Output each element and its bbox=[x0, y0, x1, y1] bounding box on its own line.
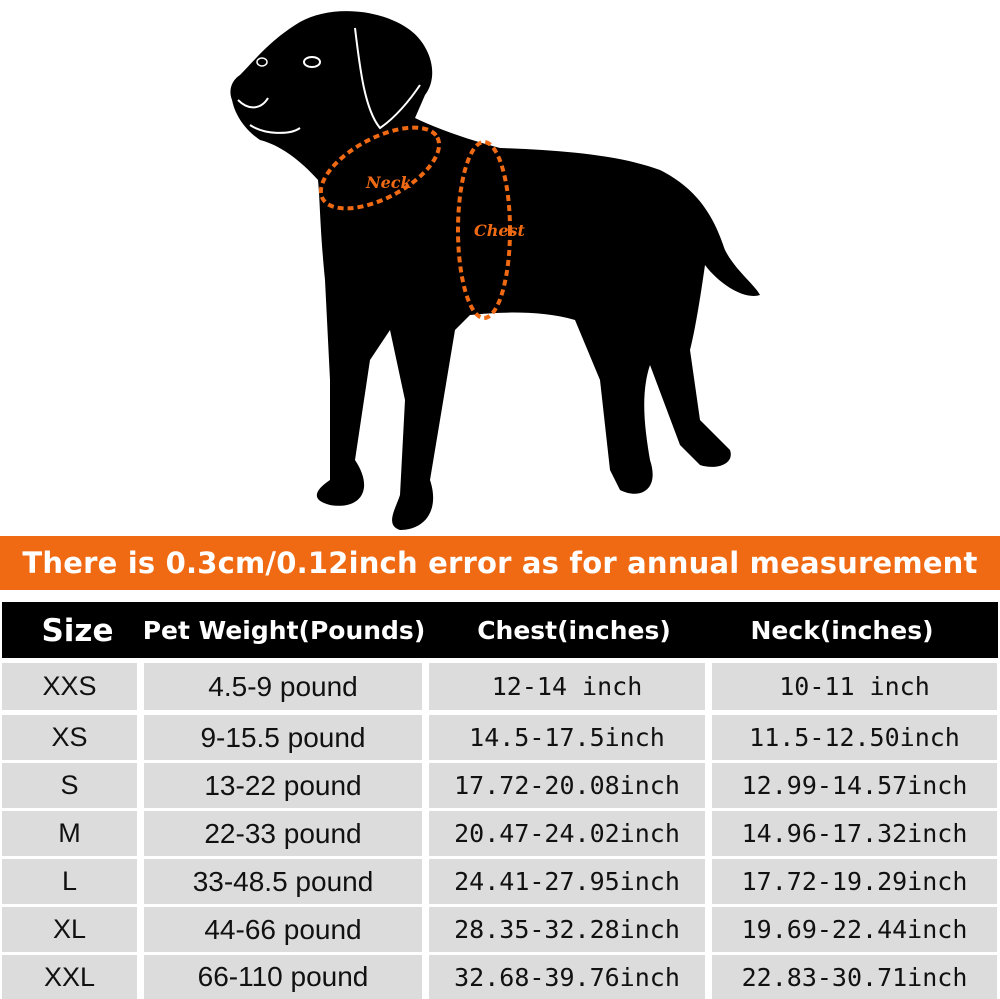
size-cell: XXL bbox=[2, 955, 137, 999]
header-chest: Chest(inches) bbox=[477, 616, 671, 645]
chest-cell: 28.35-32.28inch bbox=[429, 907, 705, 952]
table-row: XXL 66-110 pound 32.68-39.76inch 22.83-30.7… bbox=[0, 955, 1000, 999]
table-row: M 22-33 pound 20.47-24.02inch 14.96-17.32in… bbox=[0, 811, 1000, 856]
neck-cell: 12.99-14.57inch bbox=[712, 763, 997, 808]
chest-cell: 14.5-17.5inch bbox=[429, 715, 705, 760]
header-size: Size bbox=[41, 613, 114, 649]
table-header: Size Pet Weight(Pounds) Chest(inches) Ne… bbox=[2, 602, 998, 658]
neck-measure-loop bbox=[318, 125, 442, 211]
header-neck: Neck(inches) bbox=[750, 616, 934, 645]
size-cell: XS bbox=[2, 715, 137, 760]
neck-cell: 14.96-17.32inch bbox=[712, 811, 997, 856]
weight-cell: 33-48.5 pound bbox=[144, 859, 422, 904]
neck-cell: 22.83-30.71inch bbox=[712, 955, 997, 999]
chest-cell: 12-14 inch bbox=[429, 663, 705, 710]
weight-cell: 9-15.5 pound bbox=[144, 715, 422, 760]
neck-cell: 17.72-19.29inch bbox=[712, 859, 997, 904]
eye-far bbox=[256, 57, 268, 67]
eye bbox=[303, 56, 321, 68]
weight-cell: 4.5-9 pound bbox=[144, 663, 422, 710]
measurement-error-banner: There is 0.3cm/0.12inch error as for ann… bbox=[0, 536, 1000, 590]
size-cell: S bbox=[2, 763, 137, 808]
chest-measure-loop bbox=[456, 140, 512, 320]
size-cell: L bbox=[2, 859, 137, 904]
size-cell: XXS bbox=[2, 663, 137, 710]
dog-silhouette bbox=[230, 11, 760, 531]
neck-label: Neck bbox=[365, 173, 412, 192]
neck-cell: 11.5-12.50inch bbox=[712, 715, 997, 760]
table-row: S 13-22 pound 17.72-20.08inch 12.99-14.57in… bbox=[0, 763, 1000, 808]
chest-cell: 20.47-24.02inch bbox=[429, 811, 705, 856]
chest-label: Chest bbox=[474, 221, 526, 240]
chest-cell: 32.68-39.76inch bbox=[429, 955, 705, 999]
table-row: XL 44-66 pound 28.35-32.28inch 19.69-22.44i… bbox=[0, 907, 1000, 952]
table-row: L 33-48.5 pound 24.41-27.95inch 17.72-19.29… bbox=[0, 859, 1000, 904]
neck-cell: 19.69-22.44inch bbox=[712, 907, 997, 952]
dog-measurement-illustration: Neck Chest bbox=[230, 11, 760, 531]
weight-cell: 44-66 pound bbox=[144, 907, 422, 952]
header-weight: Pet Weight(Pounds) bbox=[142, 616, 426, 645]
table-row: XXS 4.5-9 pound 12-14 inch 10-11 inch bbox=[0, 663, 1000, 710]
ear-outline bbox=[354, 27, 421, 130]
neck-cell: 10-11 inch bbox=[712, 663, 997, 710]
size-cell: M bbox=[2, 811, 137, 856]
weight-cell: 22-33 pound bbox=[144, 811, 422, 856]
table-row: XS 9-15.5 pound 14.5-17.5inch 11.5-12.50inc… bbox=[0, 715, 1000, 760]
chest-cell: 17.72-20.08inch bbox=[429, 763, 705, 808]
chest-cell: 24.41-27.95inch bbox=[429, 859, 705, 904]
weight-cell: 13-22 pound bbox=[144, 763, 422, 808]
size-cell: XL bbox=[2, 907, 137, 952]
mouth-outline bbox=[237, 97, 301, 134]
weight-cell: 66-110 pound bbox=[144, 955, 422, 999]
